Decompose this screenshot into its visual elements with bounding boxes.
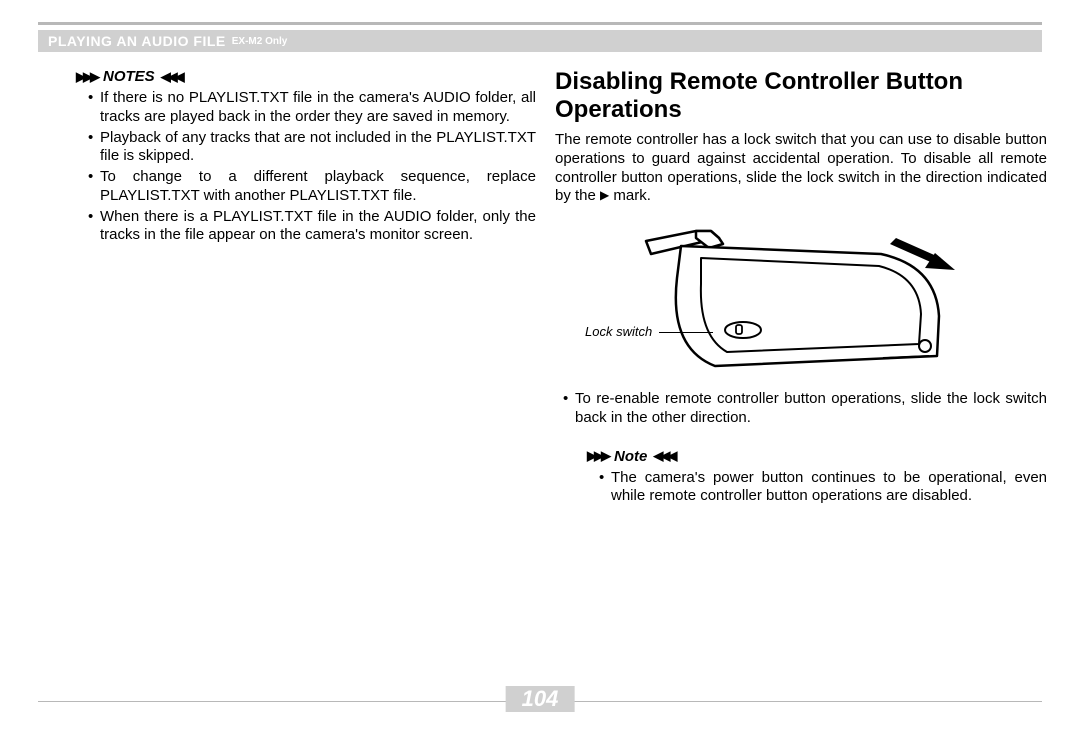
header-title: PLAYING AN AUDIO FILE <box>48 33 226 49</box>
list-item: When there is a PLAYLIST.TXT file in the… <box>88 208 536 246</box>
right-column: Disabling Remote Controller Button Opera… <box>555 62 1047 508</box>
page-number: 104 <box>506 686 575 712</box>
notes-label: NOTES <box>103 68 155 85</box>
reenable-bullet: To re-enable remote controller button op… <box>563 390 1047 428</box>
list-item: If there is no PLAYLIST.TXT file in the … <box>88 89 536 127</box>
note-list: The camera's power button continues to b… <box>599 469 1047 507</box>
note-label: Note <box>614 448 647 465</box>
arrows-right-icon <box>587 448 608 464</box>
intro-text-post: mark. <box>609 187 651 204</box>
diagram-pointer-line <box>659 332 713 333</box>
page-header: PLAYING AN AUDIO FILE EX-M2 Only <box>38 30 1042 52</box>
notes-list: If there is no PLAYLIST.TXT file in the … <box>88 89 536 245</box>
arrows-right-icon <box>76 69 97 85</box>
arrows-left-icon <box>653 448 674 464</box>
arrows-left-icon <box>161 69 182 85</box>
notes-heading: NOTES <box>76 68 536 85</box>
remote-controller-illustration <box>641 226 961 371</box>
section-heading: Disabling Remote Controller Button Opera… <box>555 68 1047 123</box>
left-column: NOTES If there is no PLAYLIST.TXT file i… <box>44 62 536 247</box>
intro-paragraph: The remote controller has a lock switch … <box>555 131 1047 206</box>
header-subtitle: EX-M2 Only <box>232 36 288 47</box>
top-rule <box>38 22 1042 25</box>
note-heading: Note <box>587 448 1047 465</box>
list-item: To change to a different playback sequen… <box>88 168 536 206</box>
list-item: Playback of any tracks that are not incl… <box>88 129 536 167</box>
list-item: The camera's power button continues to b… <box>599 469 1047 507</box>
lock-switch-diagram: Lock switch <box>641 226 961 376</box>
play-triangle-icon: ▶ <box>600 188 609 203</box>
diagram-label: Lock switch <box>585 324 652 339</box>
